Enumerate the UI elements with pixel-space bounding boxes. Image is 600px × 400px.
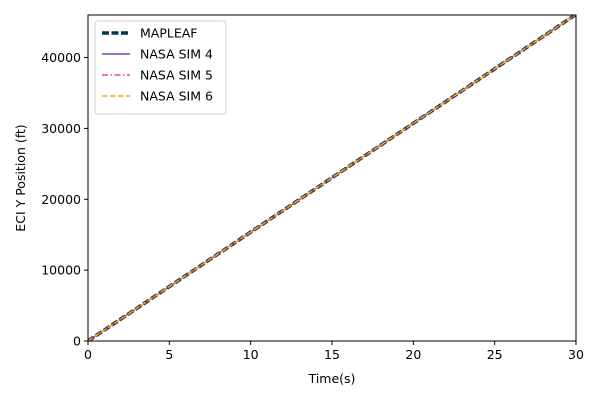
y-tick-label: 0 xyxy=(73,334,81,349)
y-tick-label: 20000 xyxy=(41,192,81,207)
x-tick-label: 15 xyxy=(324,347,340,362)
series-line-4 xyxy=(88,15,576,341)
x-tick-label: 25 xyxy=(487,347,503,362)
series-layer xyxy=(88,15,576,341)
legend-label-3: NASA SIM 5 xyxy=(140,68,213,83)
y-tick-label: 10000 xyxy=(41,263,81,278)
x-axis-ticks: 0 5 10 15 20 25 30 xyxy=(84,341,584,362)
y-tick-label: 40000 xyxy=(41,50,81,65)
x-axis-label: Time(s) xyxy=(308,371,356,386)
legend-label-2: NASA SIM 4 xyxy=(140,47,213,62)
y-tick-label: 30000 xyxy=(41,121,81,136)
legend-box xyxy=(94,20,227,115)
x-tick-label: 0 xyxy=(84,347,92,362)
y-axis-label: ECI Y Position (ft) xyxy=(13,124,28,231)
x-tick-label: 20 xyxy=(405,347,421,362)
x-tick-label: 5 xyxy=(165,347,173,362)
y-axis-ticks: 0 10000 20000 30000 40000 xyxy=(41,50,88,349)
x-tick-label: 10 xyxy=(243,347,259,362)
x-tick-label: 30 xyxy=(568,347,584,362)
legend-label-1: MAPLEAF xyxy=(140,26,197,41)
legend-label-4: NASA SIM 6 xyxy=(140,89,213,104)
legend: MAPLEAF NASA SIM 4 NASA SIM 5 NASA SIM 6 xyxy=(94,20,227,115)
